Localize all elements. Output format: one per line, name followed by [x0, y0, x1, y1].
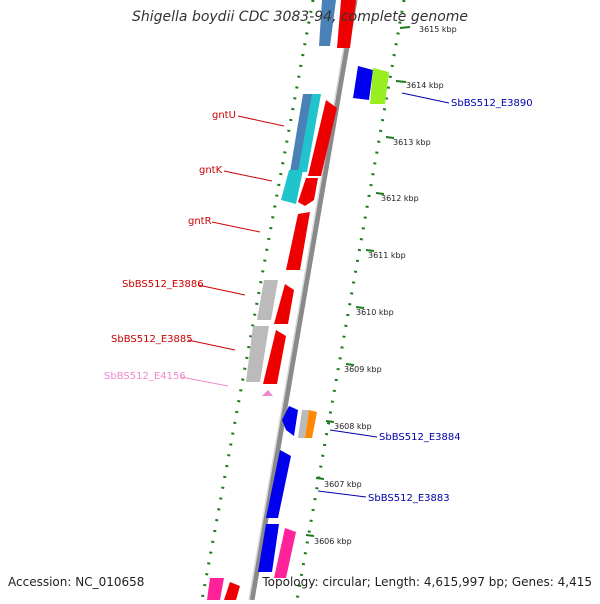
leader-3883: [317, 490, 367, 498]
tick-label: 3611 kbp: [368, 251, 406, 260]
tick-mark: [375, 192, 385, 195]
leader-gntU: [237, 115, 285, 127]
tick-mark: [355, 306, 365, 309]
outer-ring-dotted: [295, 0, 406, 601]
tick-label: 3609 kbp: [344, 365, 382, 374]
tick-label: 3610 kbp: [356, 308, 394, 317]
gene-label-gntU[interactable]: gntU: [212, 110, 236, 121]
leader-gntR: [211, 221, 261, 233]
gene-label-3883[interactable]: SbBS512_E3883: [368, 493, 450, 504]
kbp-ticks: 3615 kbp 3614 kbp 3613 kbp 3612 kbp 3611…: [305, 25, 457, 546]
genome-summary: Topology: circular; Length: 4,615,997 bp…: [262, 575, 592, 589]
red-feature-gntR: [286, 212, 310, 270]
red-feature-bottom: [224, 582, 240, 600]
cyan-feature-gntU: [298, 94, 321, 172]
gene-label-4156[interactable]: SbBS512_E4156: [104, 371, 186, 382]
gene-label-gntK[interactable]: gntK: [199, 165, 223, 176]
gene-label-3886[interactable]: SbBS512_E3886: [122, 279, 204, 290]
tick-mark: [399, 26, 411, 29]
tick-mark: [345, 363, 355, 366]
gene-label-3884[interactable]: SbBS512_E3884: [379, 432, 461, 443]
tick-mark: [305, 534, 315, 537]
gene-label-3890[interactable]: SbBS512_E3890: [451, 98, 533, 109]
blue-feature-3606: [258, 524, 279, 572]
leader-3885: [187, 339, 236, 351]
blue-feature-3883: [266, 450, 291, 518]
leader-3890: [401, 92, 450, 104]
organism-name: Shigella boydii CDC 3083-94: [131, 9, 333, 25]
tick-label: 3606 kbp: [314, 537, 352, 546]
map-title: Shigella boydii CDC 3083-94, complete ge…: [0, 9, 600, 25]
accession-text: Accession: NC_010658: [8, 575, 145, 589]
leader-gntK: [223, 170, 273, 182]
red-feature-3885: [263, 330, 286, 384]
genome-backbone-highlight: [248, 0, 353, 601]
leader-3886: [197, 284, 246, 296]
red-feature-3886: [274, 284, 294, 324]
cyan-feature-gntK: [281, 170, 303, 204]
grey-feature-3885: [246, 326, 269, 382]
red-feature-gntU: [308, 100, 337, 176]
blue-feature-3884: [282, 406, 298, 436]
green-feature-3890: [370, 68, 389, 104]
leader-3884: [329, 429, 378, 438]
tick-label: 3612 kbp: [381, 194, 419, 203]
tick-mark: [315, 477, 325, 480]
grey-feature-3886: [257, 280, 278, 320]
tick-mark: [325, 420, 335, 423]
red-feature-top: [337, 0, 356, 48]
orange-feature-3884: [305, 410, 317, 438]
pink-feature-4156: [262, 390, 273, 396]
steel-feature-gntU: [290, 94, 313, 172]
tick-mark: [395, 80, 407, 83]
genome-backbone: [249, 0, 358, 601]
gene-label-3885[interactable]: SbBS512_E3885: [111, 334, 193, 345]
tick-label: 3613 kbp: [393, 138, 431, 147]
tick-label: 3608 kbp: [334, 422, 372, 431]
gene-labels: gntU gntK gntR SbBS512_E3886 SbBS512_E38…: [104, 92, 533, 504]
tick-mark: [385, 136, 395, 139]
pink-feature-3606: [274, 528, 296, 578]
steel-feature-top: [319, 0, 336, 46]
title-suffix: , complete genome: [332, 9, 469, 25]
inner-ring-dotted: [200, 0, 315, 601]
tick-label: 3614 kbp: [406, 81, 444, 90]
pink-feature-bottom: [207, 578, 224, 600]
red-feature-gntK: [298, 178, 318, 206]
tick-mark: [365, 249, 375, 252]
grey-feature-3884: [298, 410, 309, 438]
blue-feature-3890: [353, 66, 373, 100]
tick-label: 3615 kbp: [419, 25, 457, 34]
leader-4156: [180, 376, 229, 387]
gene-label-gntR[interactable]: gntR: [188, 216, 212, 227]
tick-label: 3607 kbp: [324, 480, 362, 489]
